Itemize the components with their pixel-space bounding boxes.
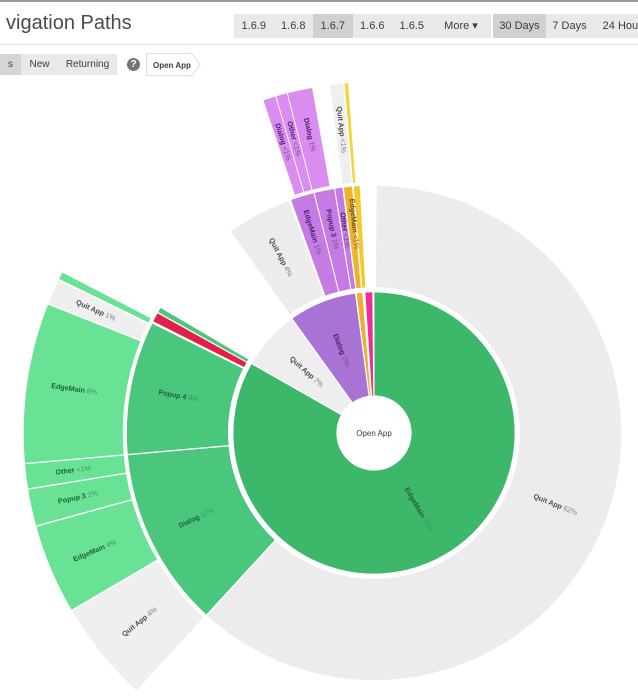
svg-text:Other <1%: Other <1% bbox=[338, 212, 352, 249]
svg-text:Open App: Open App bbox=[356, 429, 392, 438]
svg-text:EdgeMain <1%: EdgeMain <1% bbox=[348, 198, 362, 250]
svg-text:Quit App <1%: Quit App <1% bbox=[335, 106, 349, 154]
svg-text:Other <1%: Other <1% bbox=[55, 463, 92, 476]
